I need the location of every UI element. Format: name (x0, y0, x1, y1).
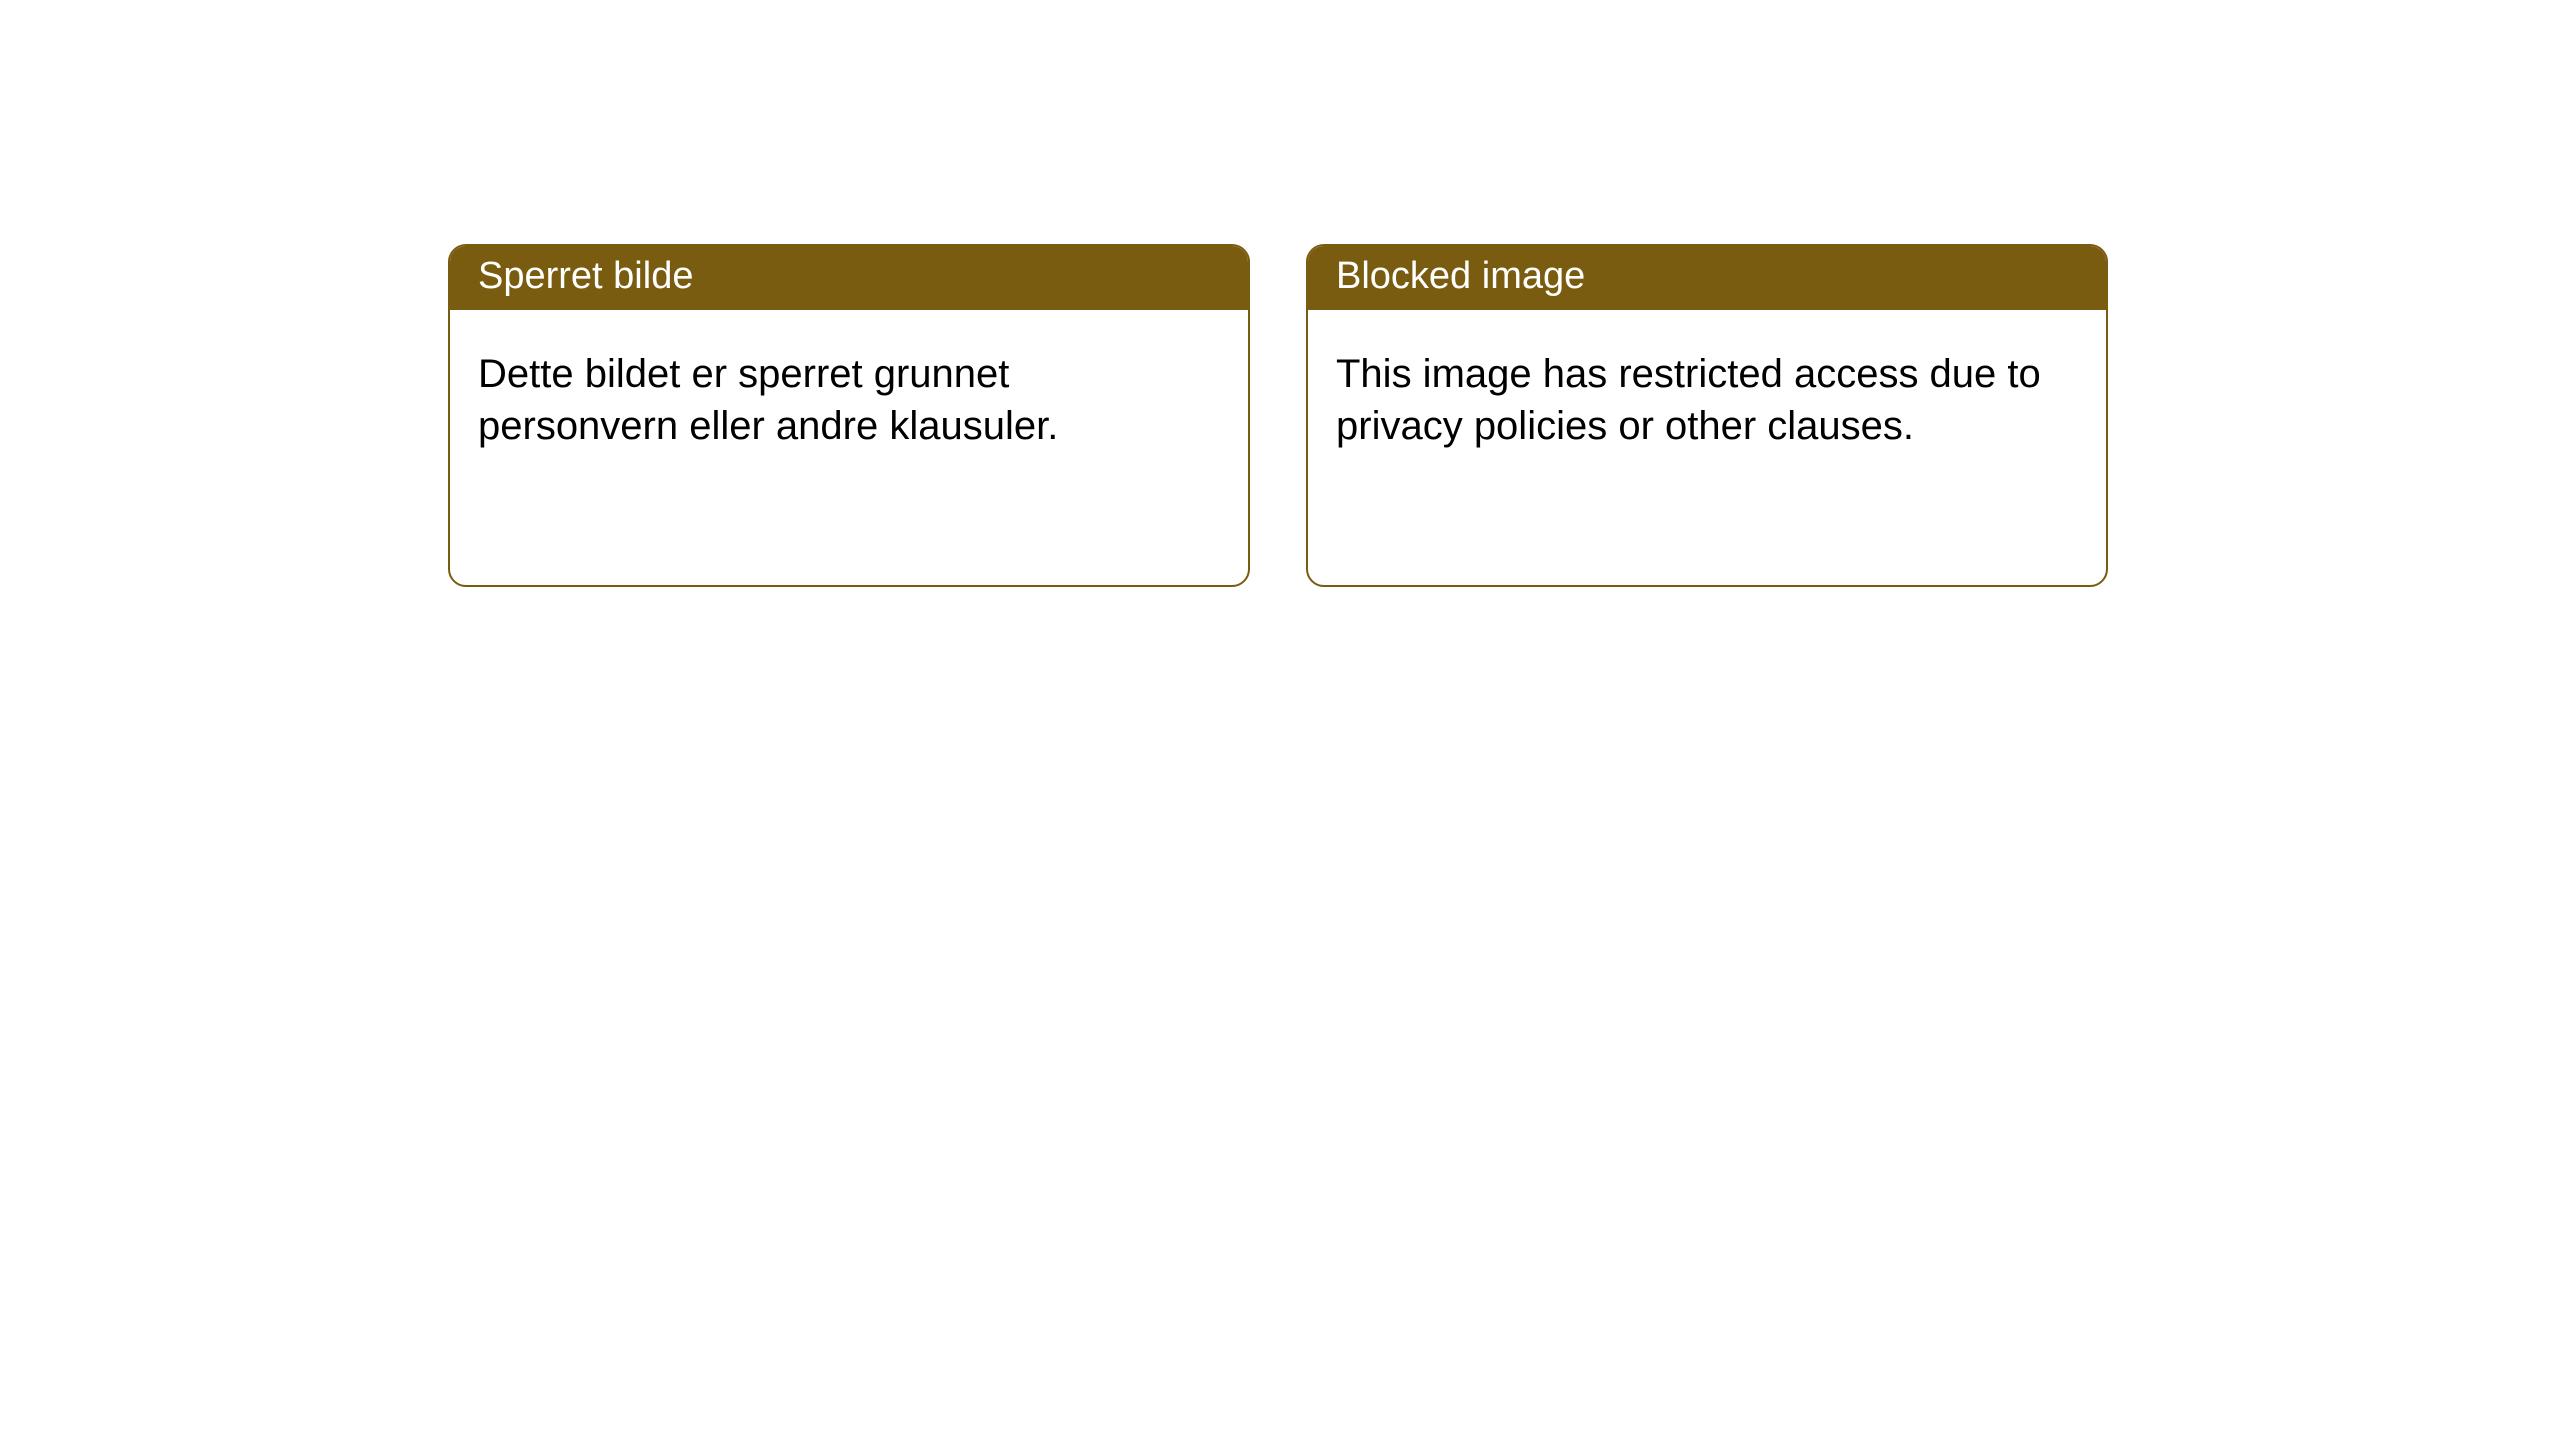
notice-body-norwegian: Dette bildet er sperret grunnet personve… (450, 310, 1248, 585)
notice-card-english: Blocked image This image has restricted … (1306, 244, 2108, 587)
notice-container: Sperret bilde Dette bildet er sperret gr… (0, 0, 2560, 587)
notice-card-norwegian: Sperret bilde Dette bildet er sperret gr… (448, 244, 1250, 587)
notice-body-english: This image has restricted access due to … (1308, 310, 2106, 585)
notice-title-english: Blocked image (1308, 246, 2106, 310)
notice-title-norwegian: Sperret bilde (450, 246, 1248, 310)
